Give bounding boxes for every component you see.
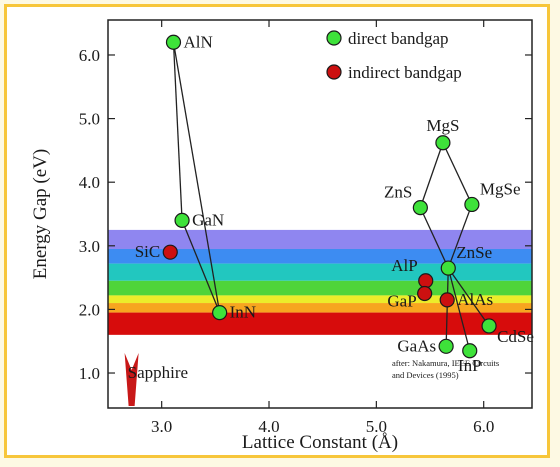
point-label: GaP	[387, 292, 416, 311]
color-band	[108, 303, 532, 313]
point-label: MgS	[426, 116, 459, 135]
indirect-bandgap-point	[418, 273, 434, 289]
direct-bandgap-point	[412, 200, 428, 216]
point-label: AlP	[391, 256, 417, 275]
connection-line	[447, 267, 490, 327]
credit-text: after: Nakamura, IEEE Circuits	[392, 358, 499, 368]
direct-bandgap-point	[435, 135, 451, 151]
credit-text: and Devices (1995)	[392, 370, 459, 380]
connection-line	[447, 267, 471, 351]
point-label: ZnS	[384, 183, 412, 202]
point-label: CdSe	[497, 327, 534, 346]
data-points	[162, 34, 497, 359]
point-label: InN	[230, 303, 256, 322]
legend: direct bandgap indirect bandgap	[326, 29, 462, 82]
point-label: MgSe	[480, 179, 521, 198]
y-tick-label: 6.0	[79, 46, 100, 65]
x-tick-label: 4.0	[258, 417, 279, 436]
connection-line	[181, 220, 221, 313]
annotations: Sapphire after: Nakamura, IEEE Circuits an…	[124, 353, 499, 406]
legend-label: direct bandgap	[348, 29, 449, 48]
connection-line	[442, 142, 473, 205]
y-tick-label: 1.0	[79, 364, 100, 383]
color-band	[108, 248, 532, 264]
direct-bandgap-point	[481, 318, 497, 334]
y-tick-label: 3.0	[79, 237, 100, 256]
x-axis-label: Lattice Constant (Å)	[242, 432, 398, 453]
point-label: SiC	[135, 242, 161, 261]
point-label: AlAs	[457, 290, 493, 309]
y-axis-label: Energy Gap (eV)	[30, 149, 51, 280]
direct-bandgap-point	[212, 304, 228, 321]
indirect-bandgap-point	[439, 292, 455, 308]
sapphire-label: Sapphire	[128, 363, 188, 382]
indirect-legend-marker	[326, 64, 342, 80]
legend-label: indirect bandgap	[348, 63, 462, 82]
color-band	[108, 263, 532, 281]
point-label: GaN	[192, 210, 224, 229]
point-label: ZnSe	[456, 243, 492, 262]
y-tick-label: 5.0	[79, 110, 100, 129]
direct-bandgap-point	[165, 34, 182, 50]
direct-bandgap-point	[438, 338, 454, 354]
point-label: GaAs	[397, 336, 436, 355]
point-label: InP	[458, 356, 482, 375]
axis-ticks: 3.0 4.0 5.0 6.0 1.0 2.0 3.0 4.0 5.0 6.0	[79, 20, 532, 436]
y-tick-label: 2.0	[79, 300, 100, 319]
x-tick-label: 6.0	[473, 417, 494, 436]
sapphire-marker	[124, 353, 139, 406]
connection-line	[172, 42, 183, 221]
color-band	[108, 295, 532, 304]
x-tick-label: 5.0	[366, 417, 387, 436]
y-tick-label: 4.0	[79, 173, 100, 192]
direct-bandgap-point	[440, 260, 456, 276]
connection-lines	[172, 42, 490, 351]
point-label: AlN	[183, 32, 212, 51]
point-labels: AlN GaN InN SiC MgS ZnS MgSe ZnSe AlP GaP AlAs GaAs…	[135, 32, 534, 374]
color-band	[108, 312, 532, 335]
direct-bandgap-point	[174, 212, 190, 228]
connection-line	[419, 142, 444, 208]
color-band	[108, 229, 532, 249]
indirect-bandgap-point	[162, 244, 178, 260]
direct-bandgap-point	[462, 343, 478, 359]
connection-line	[419, 207, 449, 269]
plot-border	[107, 19, 533, 409]
connection-line	[447, 204, 473, 269]
direct-legend-marker	[326, 30, 342, 46]
direct-bandgap-point	[464, 196, 480, 213]
x-tick-label: 3.0	[151, 417, 172, 436]
connection-line	[172, 42, 221, 313]
indirect-bandgap-point	[417, 285, 433, 302]
